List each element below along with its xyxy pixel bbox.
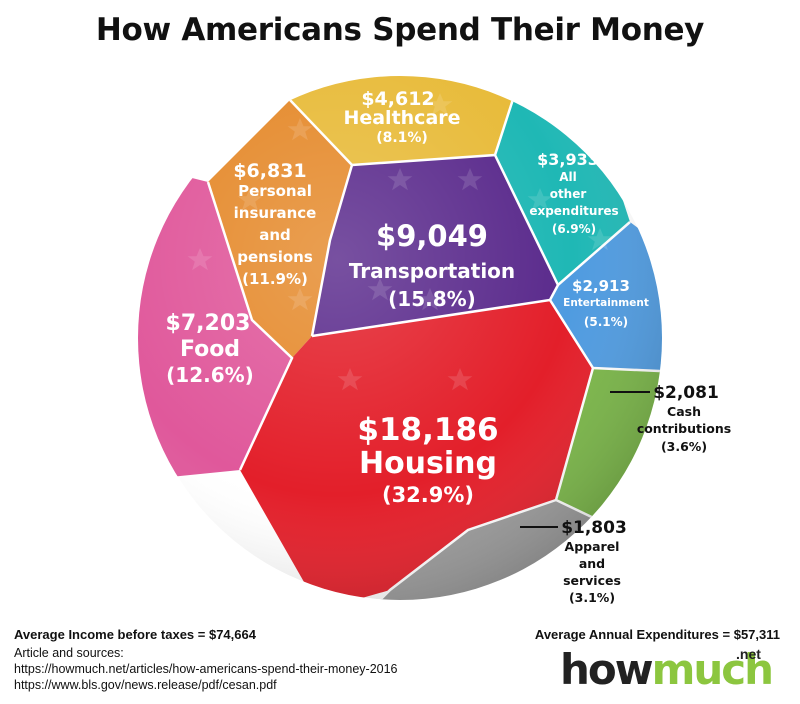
other-label-2: other — [550, 187, 587, 201]
personal-label-3: and — [259, 226, 291, 244]
healthcare-amount: $4,612 — [361, 88, 434, 110]
cash-amount: $2,081 — [653, 383, 719, 403]
entertainment-percent: (5.1%) — [584, 315, 628, 329]
apparel-label-3: services — [563, 573, 621, 588]
average-income: Average Income before taxes = $74,664 — [14, 627, 256, 642]
other-amount: $3,933 — [537, 150, 599, 169]
average-expenditures: Average Annual Expenditures = $57,311 — [534, 627, 780, 642]
sources-label: Article and sources: — [14, 646, 124, 660]
personal-label-2: insurance — [234, 204, 317, 222]
apparel-percent: (3.1%) — [569, 590, 615, 605]
source-link-howmuch[interactable]: https://howmuch.net/articles/how-america… — [14, 662, 398, 676]
other-percent: (6.9%) — [552, 222, 596, 236]
personal-amount: $6,831 — [233, 160, 306, 182]
chart-title: How Americans Spend Their Money — [95, 12, 705, 48]
cash-percent: (3.6%) — [661, 439, 707, 454]
cash-label-2: contributions — [637, 421, 731, 436]
howmuch-logo[interactable]: howmuch — [560, 645, 774, 695]
entertainment-label: Entertainment — [563, 297, 649, 309]
other-label-3: expenditures — [529, 204, 618, 218]
apparel-label-2: and — [579, 556, 605, 571]
cash-label-1: Cash — [667, 404, 701, 419]
healthcare-label: Healthcare — [343, 107, 460, 129]
food-percent: (12.6%) — [166, 363, 254, 387]
transportation-percent: (15.8%) — [388, 287, 476, 311]
healthcare-percent: (8.1%) — [376, 130, 428, 146]
housing-percent: (32.9%) — [382, 483, 474, 507]
housing-label: Housing — [359, 446, 497, 481]
logo-how: how — [560, 645, 654, 694]
food-label: Food — [180, 337, 240, 362]
logo-much: much — [651, 645, 774, 694]
housing-amount: $18,186 — [357, 412, 498, 448]
food-amount: $7,203 — [166, 311, 251, 336]
logo-tld: .net — [736, 646, 761, 662]
personal-label-4: pensions — [237, 248, 313, 266]
transportation-label: Transportation — [349, 259, 515, 283]
entertainment-amount: $2,913 — [572, 277, 630, 295]
other-label-1: All — [559, 170, 577, 184]
source-link-bls[interactable]: https://www.bls.gov/news.release/pdf/ces… — [14, 678, 277, 692]
personal-percent: (11.9%) — [242, 270, 308, 288]
transportation-amount: $9,049 — [376, 219, 488, 253]
apparel-label-1: Apparel — [565, 539, 620, 554]
apparel-amount: $1,803 — [561, 518, 627, 538]
personal-label-1: Personal — [238, 182, 312, 200]
